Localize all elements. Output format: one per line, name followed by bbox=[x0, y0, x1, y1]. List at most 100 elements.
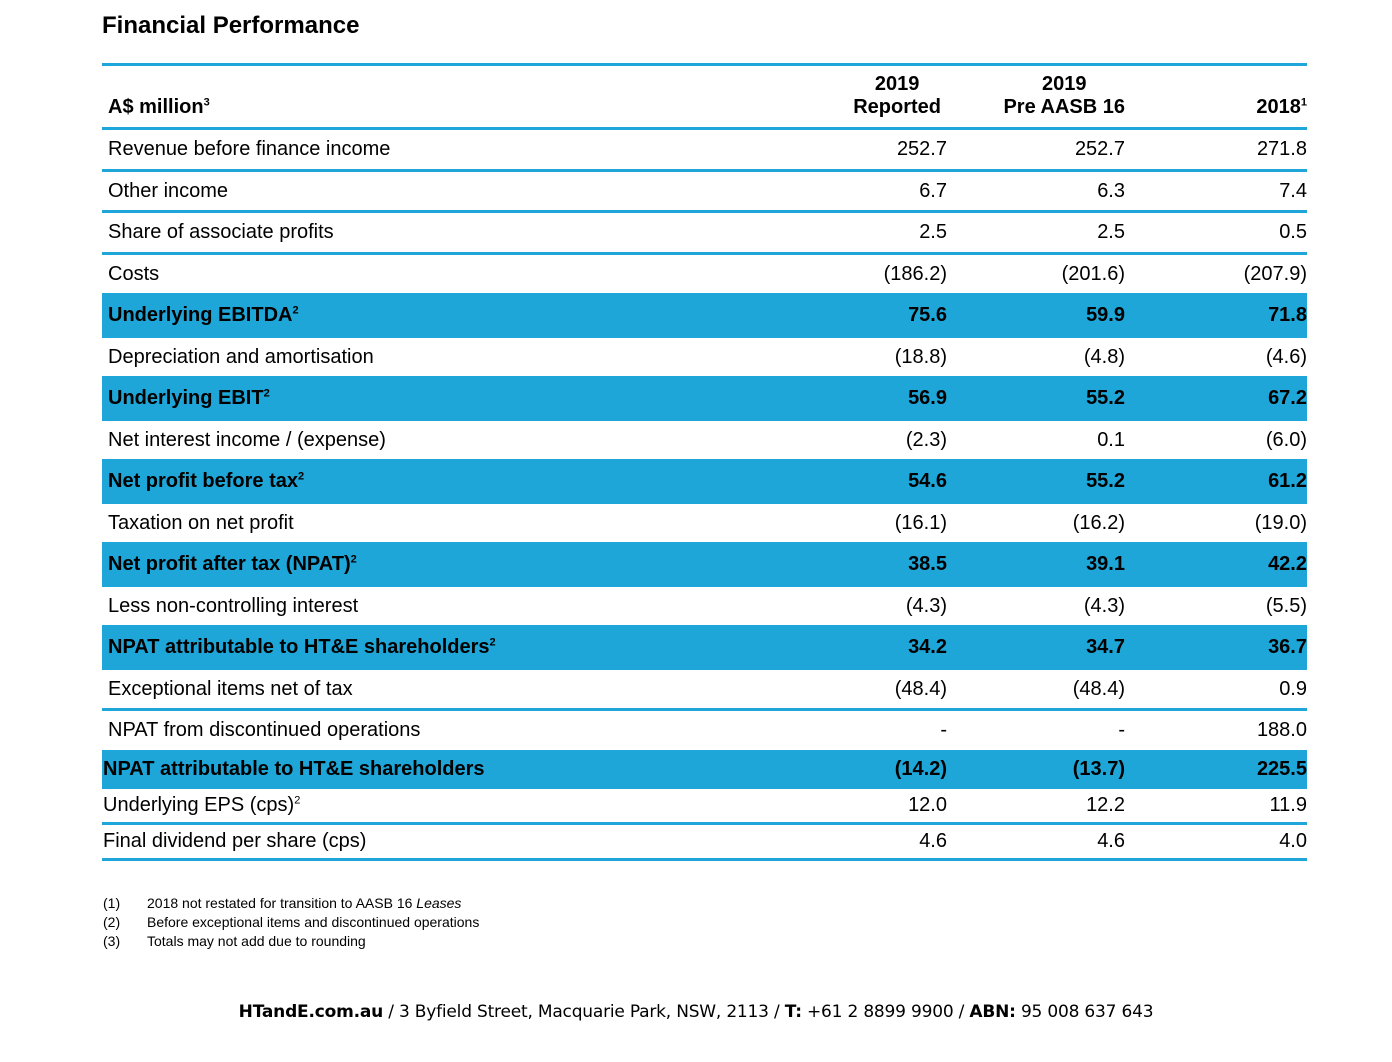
row-value-b: 55.2 bbox=[947, 460, 1125, 504]
financial-performance-table: A$ million3 2019 Reported 2019 Pre AASB 16… bbox=[102, 63, 1307, 861]
table-row: Revenue before finance income 252.7 252.7 2… bbox=[102, 128, 1307, 172]
row-value-b: 2.5 bbox=[947, 211, 1125, 255]
table-row: Other income 6.7 6.3 7.4 bbox=[102, 170, 1307, 213]
header-2018: 20181 bbox=[1125, 63, 1307, 130]
header-2019-reported: 2019 Reported bbox=[757, 63, 947, 130]
row-label: Exceptional items net of tax bbox=[102, 668, 757, 711]
row-value-c: 271.8 bbox=[1125, 128, 1307, 172]
table-row: Taxation on net profit (16.1) (16.2) (19.0) bbox=[102, 502, 1307, 545]
row-value-a: 4.6 bbox=[757, 823, 947, 861]
page-title: Financial Performance bbox=[102, 12, 360, 39]
row-value-a: (4.3) bbox=[757, 585, 947, 628]
row-value-c: 225.5 bbox=[1125, 751, 1307, 789]
row-value-c: 36.7 bbox=[1125, 626, 1307, 670]
row-value-a: (14.2) bbox=[757, 751, 947, 789]
row-label: Net profit after tax (NPAT)2 bbox=[102, 543, 757, 587]
table-row: Less non-controlling interest (4.3) (4.3)(… bbox=[102, 585, 1307, 628]
table-row: Depreciation and amortisation (18.8) (4.8)… bbox=[102, 336, 1307, 379]
row-label: Other income bbox=[102, 170, 757, 213]
row-value-c: 42.2 bbox=[1125, 543, 1307, 587]
row-label: Underlying EBITDA2 bbox=[102, 294, 757, 338]
table-row: NPAT attributable to HT&E shareholders2 3… bbox=[102, 626, 1307, 670]
row-value-c: 11.9 bbox=[1125, 787, 1307, 825]
row-label: Less non-controlling interest bbox=[102, 585, 757, 628]
footer-abn: 95 008 637 643 bbox=[1015, 1002, 1154, 1022]
row-value-b: (48.4) bbox=[947, 668, 1125, 711]
footer-separator: / bbox=[383, 1002, 399, 1022]
row-value-b: 6.3 bbox=[947, 170, 1125, 213]
row-value-b: 12.2 bbox=[947, 787, 1125, 825]
row-label: Revenue before finance income bbox=[102, 128, 757, 172]
row-value-b: (4.8) bbox=[947, 336, 1125, 379]
footer-site: HTandE.com.au bbox=[238, 1002, 384, 1022]
row-label: Net interest income / (expense) bbox=[102, 419, 757, 462]
row-value-c: 7.4 bbox=[1125, 170, 1307, 213]
table-row: Underlying EPS (cps)2 12.0 12.2 11.9 bbox=[102, 787, 1307, 825]
row-value-a: 6.7 bbox=[757, 170, 947, 213]
table-row: NPAT attributable to HT&E shareholders (1… bbox=[102, 751, 1307, 789]
row-label: NPAT attributable to HT&E shareholders2 bbox=[102, 626, 757, 670]
row-label: Underlying EBIT2 bbox=[102, 377, 757, 421]
row-value-c: 4.0 bbox=[1125, 823, 1307, 861]
row-label: Taxation on net profit bbox=[102, 502, 757, 545]
table-row: Share of associate profits 2.5 2.5 0.5 bbox=[102, 211, 1307, 255]
row-value-a: 56.9 bbox=[757, 377, 947, 421]
row-value-c: (4.6) bbox=[1125, 336, 1307, 379]
row-value-a: (48.4) bbox=[757, 668, 947, 711]
footnote: (1) 2018 not restated for transition to A… bbox=[103, 895, 462, 911]
row-label: Share of associate profits bbox=[102, 211, 757, 255]
row-value-b: 4.6 bbox=[947, 823, 1125, 861]
row-value-b: (4.3) bbox=[947, 585, 1125, 628]
footer-address: 3 Byfield Street, Macquarie Park, NSW, 2… bbox=[398, 1002, 769, 1022]
footnote: (3) Totals may not add due to rounding bbox=[103, 933, 366, 949]
table-row: Net interest income / (expense) (2.3) 0.1(… bbox=[102, 419, 1307, 462]
row-value-c: 0.5 bbox=[1125, 211, 1307, 255]
table-row: Net profit after tax (NPAT)2 38.5 39.1 42.2 bbox=[102, 543, 1307, 587]
row-value-b: 34.7 bbox=[947, 626, 1125, 670]
row-value-a: (16.1) bbox=[757, 502, 947, 545]
row-value-c: 0.9 bbox=[1125, 668, 1307, 711]
header-label: A$ million3 bbox=[102, 63, 757, 130]
row-value-a: 38.5 bbox=[757, 543, 947, 587]
footer-abn-label: ABN: bbox=[969, 1002, 1016, 1022]
table-body: Revenue before finance income 252.7 252.7 2… bbox=[102, 128, 1307, 861]
row-value-c: 188.0 bbox=[1125, 709, 1307, 753]
row-value-a: (2.3) bbox=[757, 419, 947, 462]
row-value-b: 55.2 bbox=[947, 377, 1125, 421]
row-value-a: 75.6 bbox=[757, 294, 947, 338]
footer-phone: +61 2 8899 9900 bbox=[801, 1002, 954, 1022]
table-row: Exceptional items net of tax (48.4) (48.4)… bbox=[102, 668, 1307, 711]
footer-separator: / bbox=[768, 1002, 785, 1022]
row-value-a: (18.8) bbox=[757, 336, 947, 379]
row-value-b: - bbox=[947, 709, 1125, 753]
table-row: Costs (186.2) (201.6) (207.9) bbox=[102, 253, 1307, 296]
row-value-a: - bbox=[757, 709, 947, 753]
table-row: Net profit before tax2 54.6 55.2 61.2 bbox=[102, 460, 1307, 504]
row-label: Underlying EPS (cps)2 bbox=[102, 787, 757, 825]
footnotes: (1) 2018 not restated for transition to A… bbox=[103, 894, 479, 951]
footnote: (2) Before exceptional items and disconti… bbox=[103, 914, 480, 930]
row-value-a: 54.6 bbox=[757, 460, 947, 504]
row-value-a: 2.5 bbox=[757, 211, 947, 255]
row-value-b: 59.9 bbox=[947, 294, 1125, 338]
row-value-b: 0.1 bbox=[947, 419, 1125, 462]
header-2019-pre-aasb16: 2019 Pre AASB 16 bbox=[947, 63, 1125, 130]
row-value-b: (16.2) bbox=[947, 502, 1125, 545]
page-footer: HTandE.com.au / 3 Byfield Street, Macqua… bbox=[0, 1002, 1392, 1022]
row-label: Net profit before tax2 bbox=[102, 460, 757, 504]
row-value-a: 12.0 bbox=[757, 787, 947, 825]
row-value-c: (207.9) bbox=[1125, 253, 1307, 296]
table-header: A$ million3 2019 Reported 2019 Pre AASB 16… bbox=[102, 63, 1307, 130]
table-row: Final dividend per share (cps) 4.6 4.6 4.0 bbox=[102, 823, 1307, 861]
row-value-a: (186.2) bbox=[757, 253, 947, 296]
row-value-a: 34.2 bbox=[757, 626, 947, 670]
row-label: NPAT from discontinued operations bbox=[102, 709, 757, 753]
row-value-c: 71.8 bbox=[1125, 294, 1307, 338]
footer-phone-label: T: bbox=[784, 1002, 802, 1022]
row-value-b: (201.6) bbox=[947, 253, 1125, 296]
table-row: Underlying EBITDA2 75.6 59.9 71.8 bbox=[102, 294, 1307, 338]
row-value-b: 39.1 bbox=[947, 543, 1125, 587]
row-label: Final dividend per share (cps) bbox=[102, 823, 757, 861]
row-value-c: (19.0) bbox=[1125, 502, 1307, 545]
row-value-c: (6.0) bbox=[1125, 419, 1307, 462]
